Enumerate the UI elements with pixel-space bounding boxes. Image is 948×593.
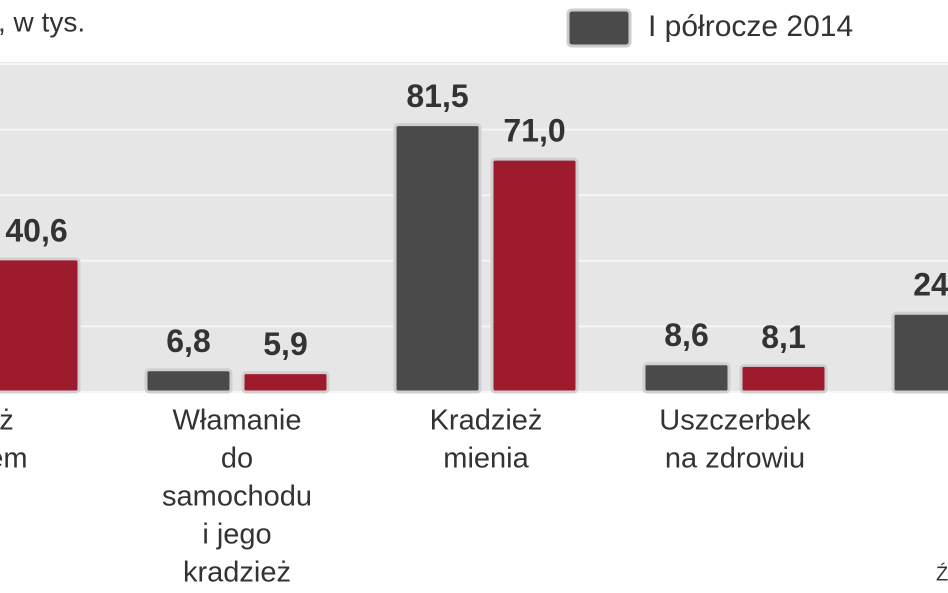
value-label: 6,8 — [166, 323, 210, 359]
bar — [241, 371, 330, 394]
value-label: 8,1 — [761, 319, 805, 355]
source: Ź — [936, 562, 948, 585]
value-label: 5,9 — [263, 326, 307, 362]
value-label: 8,6 — [664, 317, 708, 353]
bar — [393, 123, 482, 394]
x-tick-label: samochodu — [162, 481, 312, 513]
value-label: 40,6 — [5, 212, 67, 248]
x-tick-label: Uszczerbek — [659, 405, 811, 437]
value-label: 71,0 — [503, 113, 565, 149]
legend-label: I półrocze 2014 — [648, 10, 853, 43]
value-label: 24, — [913, 267, 948, 303]
x-tick-label: mienia — [443, 443, 529, 475]
x-tick-label: i jego — [202, 519, 271, 551]
bar — [642, 362, 731, 394]
value-label: 81,5 — [406, 78, 468, 114]
x-tick-label: aniem — [0, 443, 28, 475]
bar — [891, 311, 948, 394]
x-tick-label: Włamanie — [173, 405, 302, 437]
chart-title: , w tys. — [0, 6, 85, 37]
legend-swatch — [566, 8, 632, 48]
x-tick-label: do — [221, 443, 253, 475]
x-tick-label: na zdrowiu — [665, 443, 805, 475]
x-tick-label: zież — [0, 405, 14, 437]
x-tick-label: kradzież — [183, 557, 291, 589]
bar — [739, 363, 828, 394]
bar — [144, 368, 233, 394]
bar — [490, 157, 579, 394]
bar — [0, 257, 81, 394]
x-tick-label: Kradzież — [430, 405, 543, 437]
